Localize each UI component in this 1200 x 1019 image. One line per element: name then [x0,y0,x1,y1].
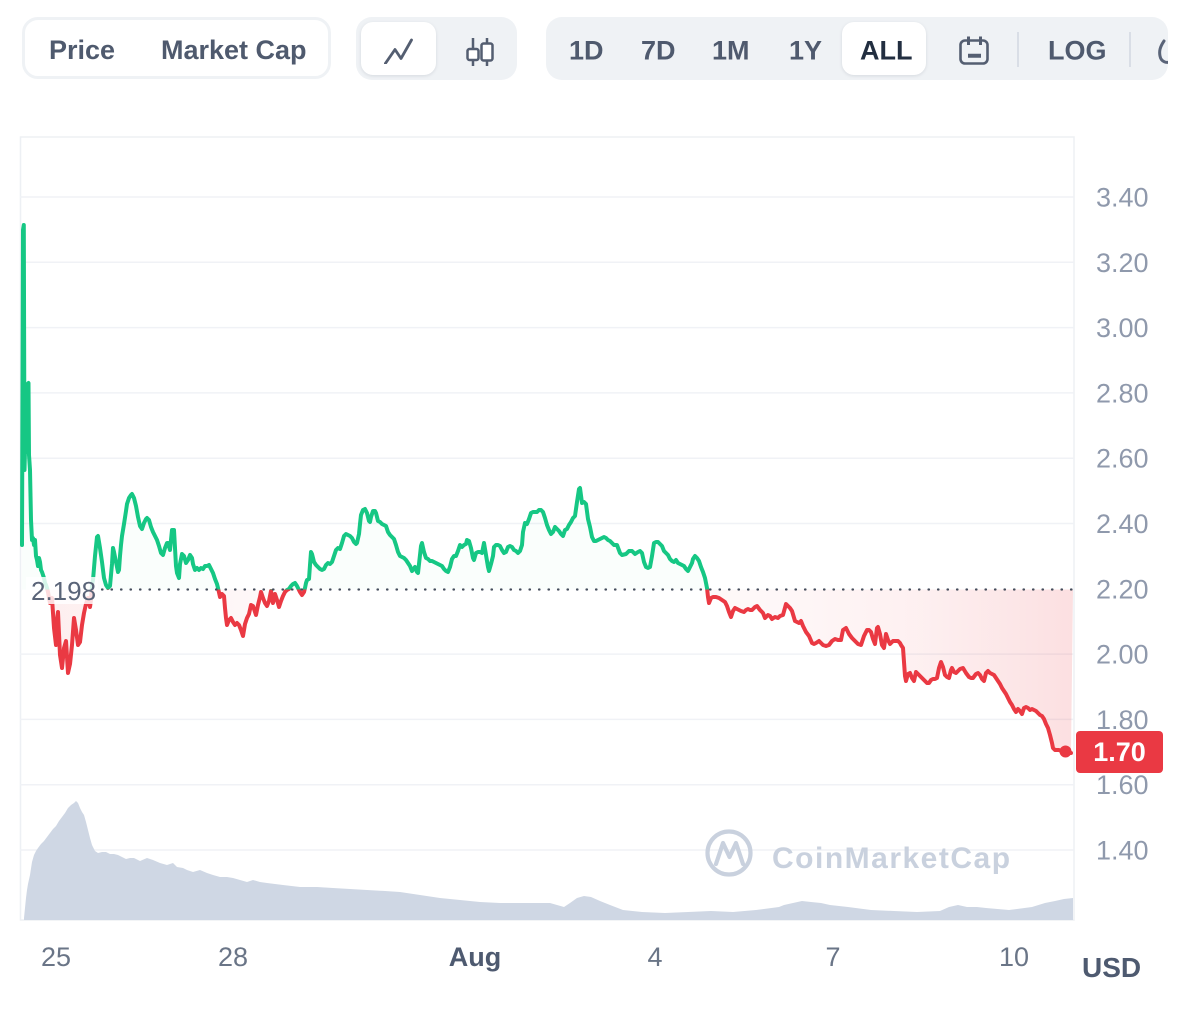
svg-text:USD: USD [1082,952,1141,983]
svg-text:3.40: 3.40 [1096,183,1149,213]
svg-text:4: 4 [647,942,662,972]
svg-text:28: 28 [218,942,248,972]
svg-text:2.00: 2.00 [1096,640,1149,670]
svg-text:2.80: 2.80 [1096,378,1149,408]
svg-text:1.40: 1.40 [1096,836,1149,866]
svg-text:2.40: 2.40 [1096,509,1149,539]
svg-text:3.20: 3.20 [1096,248,1149,278]
svg-text:10: 10 [999,942,1029,972]
svg-text:25: 25 [41,942,71,972]
svg-text:7: 7 [825,942,840,972]
svg-text:2.20: 2.20 [1096,574,1149,604]
svg-text:2.60: 2.60 [1096,444,1149,474]
svg-text:Aug: Aug [449,942,501,972]
svg-text:1.60: 1.60 [1096,770,1149,800]
svg-text:2.198: 2.198 [31,576,96,606]
svg-text:3.00: 3.00 [1096,313,1149,343]
svg-text:CoinMarketCap: CoinMarketCap [772,842,1012,875]
svg-text:1.80: 1.80 [1096,705,1149,735]
svg-text:1.70: 1.70 [1093,737,1146,767]
